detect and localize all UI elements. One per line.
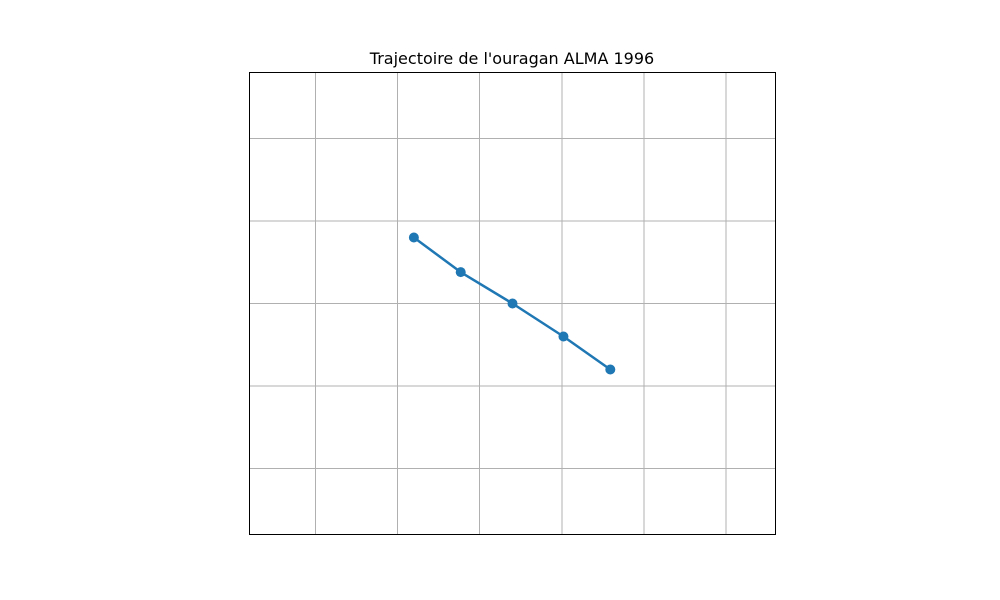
track-point-2: [455, 267, 466, 278]
track-point-5: [605, 364, 616, 375]
track-point-4: [558, 331, 569, 342]
track-point-1: [408, 232, 419, 243]
chart-title: Trajectoire de l'ouragan ALMA 1996: [369, 49, 654, 68]
plot-series: [408, 232, 616, 375]
plot-area-frame: [249, 72, 776, 535]
track-point-3: [507, 298, 518, 309]
